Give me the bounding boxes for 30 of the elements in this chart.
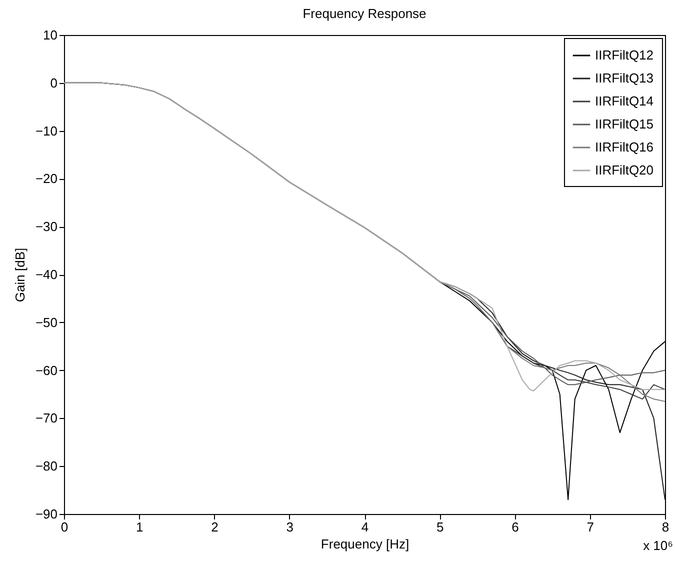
x-tick-label: 0: [60, 520, 68, 534]
y-tick-label: −70: [35, 410, 58, 426]
legend-label: IIRFiltQ13: [595, 70, 654, 86]
y-tick-label: −90: [35, 506, 58, 522]
y-tick-label: −30: [35, 219, 58, 234]
x-tick-label: 7: [586, 520, 594, 534]
y-tick-label: −40: [35, 267, 58, 282]
text: x 10⁶: [643, 538, 673, 553]
x-tick-label: 1: [136, 520, 144, 534]
legend-label: IIRFiltQ12: [595, 48, 654, 62]
x-tick-label: 5: [436, 520, 444, 534]
y-tick-label: 10: [43, 28, 58, 42]
legend-label: IIRFiltQ15: [595, 116, 654, 132]
y-tick-label: 0: [50, 75, 58, 90]
y-tick-label: −80: [35, 458, 58, 474]
x-tick-label: 4: [361, 520, 369, 534]
y-tick-label: −60: [35, 362, 58, 378]
y-tick-label: −50: [35, 314, 58, 330]
legend-label: IIRFiltQ16: [595, 140, 654, 154]
y-tick-label: −10: [35, 123, 58, 138]
chart-title: Frequency Response: [302, 6, 426, 21]
x-tick-label: 3: [286, 520, 294, 534]
x-tick-label: 8: [662, 520, 670, 534]
x-axis-title: Frequency [Hz]: [320, 536, 410, 552]
y-tick-label: −20: [35, 171, 58, 186]
legend-label: IIRFiltQ14: [595, 94, 654, 108]
x-tick-label: 6: [512, 520, 519, 534]
x-tick-label: 2: [211, 520, 218, 534]
y-axis-title: Gain [dB]: [12, 248, 28, 302]
legend-label: IIRFiltQ20: [595, 162, 654, 178]
